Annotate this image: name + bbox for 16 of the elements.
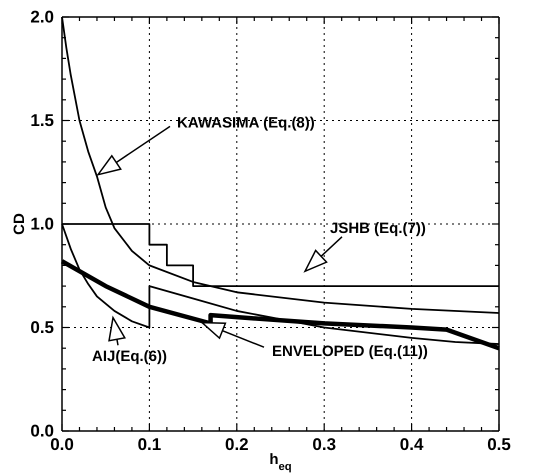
x-tick-label: 0.1 <box>138 435 162 454</box>
annotation: KAWASIMA (Eq.(8)) <box>177 114 315 132</box>
annotation: ENVELOPED (Eq.(11)) <box>272 343 428 360</box>
y-axis-title: CD <box>11 213 28 235</box>
x-axis-title: h$_{eq}$ <box>269 451 292 473</box>
x-tick-label: 0.2 <box>224 435 249 454</box>
annotation: AIJ(Eq.(6)) <box>92 348 168 366</box>
x-tick-label: 0.3 <box>312 435 336 454</box>
y-tick-label: 2.0 <box>30 7 54 26</box>
x-tick-label: 0.5 <box>487 435 511 454</box>
y-tick-label: 1.5 <box>30 110 54 130</box>
y-tick-label: 1.0 <box>30 214 54 234</box>
x-tick-label: 0.0 <box>50 435 74 454</box>
y-tick-label: 0.5 <box>30 318 54 337</box>
annotation: JSHB (Eq.(7)) <box>330 220 426 237</box>
x-tick-label: 0.4 <box>400 435 424 454</box>
